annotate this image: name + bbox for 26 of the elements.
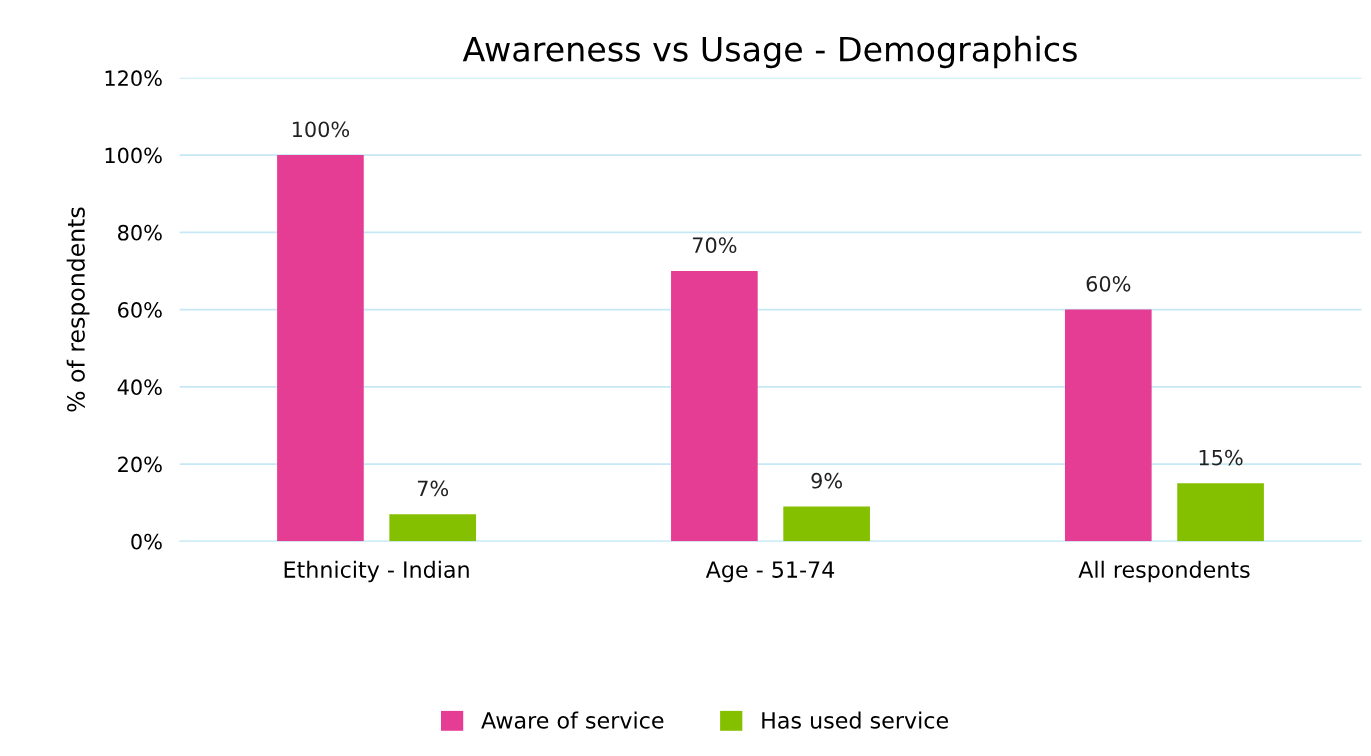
x-tick-label: Ethnicity - Indian bbox=[284, 560, 469, 583]
legend-label: Aware of service bbox=[481, 711, 664, 729]
bar bbox=[389, 514, 477, 542]
data-label: 15% bbox=[1199, 449, 1243, 466]
bar bbox=[277, 155, 364, 542]
y-tick-label: 80% bbox=[118, 224, 162, 241]
legend-label: Has used service bbox=[762, 711, 949, 729]
chart-title: Awareness vs Usage - Demographics bbox=[462, 35, 1077, 69]
data-label: 9% bbox=[811, 472, 843, 489]
data-label: 70% bbox=[692, 237, 737, 254]
x-tick-label: Age - 51-74 bbox=[705, 561, 835, 583]
y-tick-label: 0% bbox=[131, 533, 162, 550]
y-tick-label: 20% bbox=[118, 456, 162, 473]
y-tick-label: 60% bbox=[118, 302, 162, 318]
data-label: 100% bbox=[292, 121, 350, 138]
y-tick-label: 40% bbox=[117, 379, 162, 396]
data-label: 7% bbox=[417, 480, 449, 497]
bar bbox=[671, 270, 758, 542]
bar bbox=[783, 506, 870, 542]
bar bbox=[1177, 483, 1264, 542]
y-axis-title: % of respondents bbox=[66, 207, 90, 412]
bar bbox=[1064, 309, 1152, 542]
y-tick-label: 120% bbox=[105, 70, 162, 87]
y-tick-label: 100% bbox=[105, 147, 162, 164]
data-label: 60% bbox=[1086, 275, 1131, 292]
x-tick-label: All respondents bbox=[1078, 560, 1250, 583]
